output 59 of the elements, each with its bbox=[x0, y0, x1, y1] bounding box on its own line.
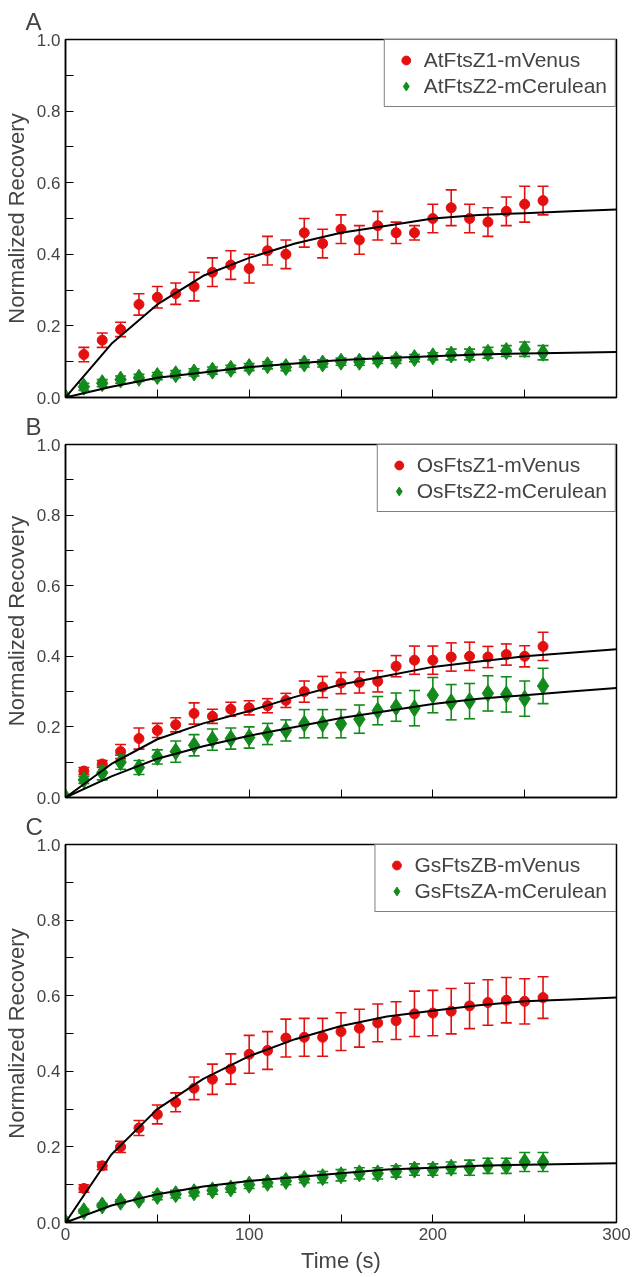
x-tick-label: 0 bbox=[60, 1224, 71, 1244]
point bbox=[482, 216, 494, 228]
y-tick-label: 0.6 bbox=[36, 173, 61, 193]
x-tick-label: 300 bbox=[602, 1224, 631, 1244]
point bbox=[133, 298, 145, 310]
point bbox=[390, 660, 402, 672]
point bbox=[151, 291, 163, 303]
y-tick-label: 0.0 bbox=[36, 1213, 61, 1233]
y-tick-label: 0.4 bbox=[36, 245, 61, 265]
y-axis-title: Normalized Recovery bbox=[3, 113, 29, 324]
point bbox=[481, 684, 495, 703]
point bbox=[317, 238, 329, 250]
point bbox=[464, 650, 476, 662]
y-tick-label: 0.4 bbox=[36, 1062, 61, 1082]
point bbox=[372, 1017, 384, 1029]
point bbox=[188, 281, 200, 293]
point bbox=[445, 651, 457, 663]
point bbox=[334, 714, 348, 733]
y-tick-label: 0.8 bbox=[36, 102, 61, 122]
point bbox=[317, 1031, 329, 1043]
y-axis-title: Normalized Recovery bbox=[3, 515, 29, 727]
y-axis-title: Normalized Recovery bbox=[3, 928, 29, 1139]
legend-label: GsFtsZA-mCerulean bbox=[414, 879, 607, 903]
legend-label: OsFtsZ2-mCerulean bbox=[416, 479, 607, 503]
point bbox=[390, 227, 402, 239]
point bbox=[536, 676, 550, 695]
y-tick-label: 0.4 bbox=[36, 647, 61, 667]
y-tick-label: 0.2 bbox=[36, 717, 61, 737]
point bbox=[445, 202, 457, 214]
point bbox=[353, 1022, 365, 1034]
legend-label: AtFtsZ2-mCerulean bbox=[423, 74, 607, 98]
x-axis-title: Time (s) bbox=[301, 1247, 381, 1273]
point bbox=[390, 1015, 402, 1027]
x-tick-label: 100 bbox=[234, 1224, 264, 1244]
point bbox=[537, 640, 549, 652]
y-tick-label: 0.6 bbox=[36, 576, 61, 596]
y-tick-label: 0.6 bbox=[36, 986, 61, 1006]
legend-label: OsFtsZ1-mVenus bbox=[416, 453, 581, 477]
y-tick-label: 0.2 bbox=[36, 1137, 61, 1157]
y-tick-label: 0.2 bbox=[36, 316, 61, 336]
point bbox=[188, 708, 200, 719]
x-tick-label: 200 bbox=[418, 1224, 448, 1244]
point bbox=[353, 234, 365, 246]
point bbox=[427, 654, 439, 666]
legend-label: AtFtsZ1-mVenus bbox=[423, 48, 581, 72]
point bbox=[77, 377, 91, 396]
point bbox=[335, 1026, 347, 1038]
point bbox=[280, 248, 292, 260]
point bbox=[519, 198, 531, 210]
y-tick-label: 0.0 bbox=[36, 788, 61, 808]
y-tick-label: 0.8 bbox=[36, 911, 61, 931]
point bbox=[298, 227, 310, 239]
y-tick-label: 0.8 bbox=[36, 506, 61, 526]
point bbox=[408, 654, 420, 666]
point bbox=[537, 195, 549, 207]
point bbox=[133, 733, 145, 745]
point bbox=[243, 263, 255, 275]
y-tick-label: 0.0 bbox=[36, 388, 61, 408]
legend-label: GsFtsZB-mVenus bbox=[414, 853, 581, 877]
